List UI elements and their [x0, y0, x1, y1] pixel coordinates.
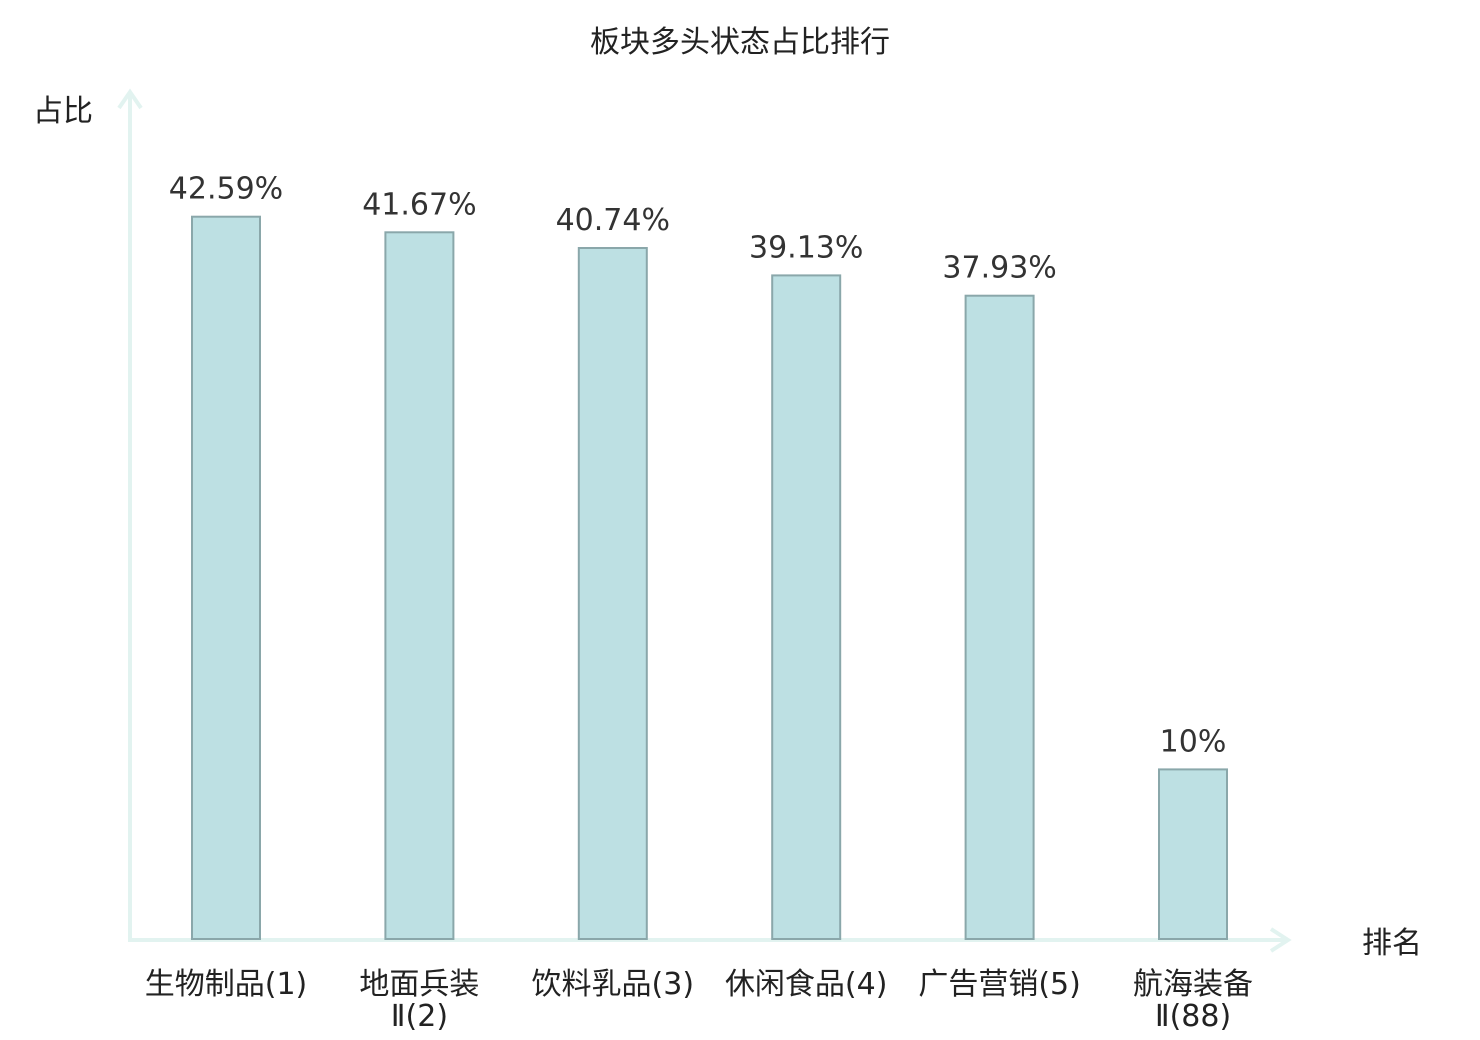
bar: [771, 274, 842, 940]
x-tick-label: 地面兵装: [359, 967, 479, 1002]
chart-title: 板块多头状态占比排行: [590, 25, 890, 60]
bar: [191, 215, 261, 940]
x-tick-label: Ⅱ(88): [1155, 999, 1231, 1034]
x-axis-label: 排名: [1362, 926, 1422, 961]
y-axis-label: 占比: [33, 94, 93, 129]
bars-group: [191, 215, 1228, 941]
bar-value-label: 10%: [1160, 724, 1227, 759]
bar-value-label: 40.74%: [556, 203, 670, 238]
x-tick-label: 广告营销(5): [918, 967, 1081, 1002]
x-tick-label: 生物制品(1): [145, 967, 308, 1002]
x-tick-label: 饮料乳品(3): [532, 967, 695, 1002]
bar: [1158, 768, 1228, 941]
x-axis: 排名: [128, 926, 1422, 961]
bar-value-label: 37.93%: [942, 251, 1056, 286]
bar: [577, 247, 648, 940]
bar: [384, 231, 455, 941]
bar-value-label: 41.67%: [362, 187, 476, 222]
x-axis-arrow: [1269, 927, 1292, 953]
x-tick-label: 航海装备: [1133, 967, 1253, 1002]
bar: [964, 294, 1035, 940]
x-tick-label: 休闲食品(4): [725, 967, 888, 1002]
y-axis: 占比: [33, 88, 143, 940]
bar-value-label: 39.13%: [749, 230, 863, 265]
bar-value-label: 42.59%: [169, 172, 283, 207]
value-labels-group: 42.59% 41.67% 40.74% 39.13% 37.93% 10%: [169, 172, 1227, 760]
x-tick-label: Ⅱ(2): [391, 999, 448, 1034]
y-axis-arrow: [117, 88, 143, 110]
